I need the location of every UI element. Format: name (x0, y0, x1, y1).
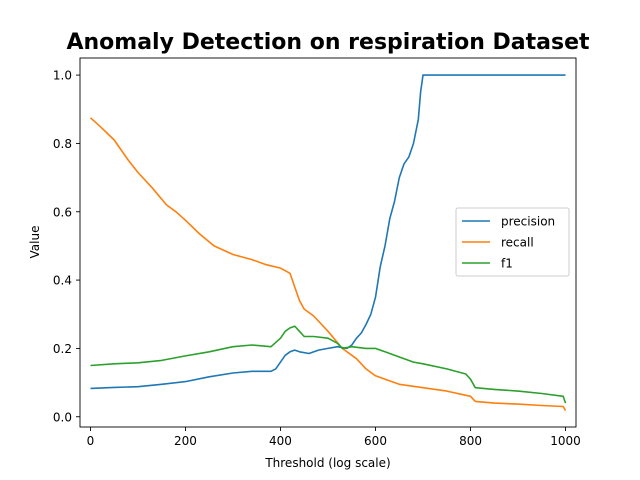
legend-box (455, 207, 570, 277)
chart-title: Anomaly Detection on respiration Dataset (66, 30, 590, 55)
plot-frame (79, 57, 577, 428)
series-line-precision (90, 74, 566, 390)
y-tick-label: 0.8 (53, 137, 72, 151)
x-tick-label: 600 (364, 434, 387, 448)
y-tick-label: 0.0 (53, 410, 72, 424)
x-tick-label: 400 (269, 434, 292, 448)
x-tick-label: 1000 (550, 434, 581, 448)
y-tick-label: 0.2 (53, 342, 72, 356)
legend-label-recall: recall (501, 236, 534, 250)
x-tick-label: 200 (174, 434, 197, 448)
plot-area: 0 200 400 600 800 1000 0.0 0.2 0.4 0.6 0.8 1.0 (53, 57, 581, 448)
y-tick-label: 1.0 (53, 69, 72, 83)
legend: precision recall f1 (455, 207, 570, 277)
series-line-f1 (90, 325, 567, 404)
legend-label-precision: precision (501, 215, 555, 229)
x-tick-label: 0 (87, 434, 95, 448)
series-line-recall (89, 117, 567, 411)
y-axis-label: Value (28, 226, 42, 259)
x-tick-label: 800 (459, 434, 482, 448)
x-axis-label: Threshold (log scale) (264, 456, 390, 470)
legend-label-f1: f1 (501, 257, 513, 271)
y-tick-label: 0.4 (53, 274, 72, 288)
y-tick-label: 0.6 (53, 205, 72, 219)
